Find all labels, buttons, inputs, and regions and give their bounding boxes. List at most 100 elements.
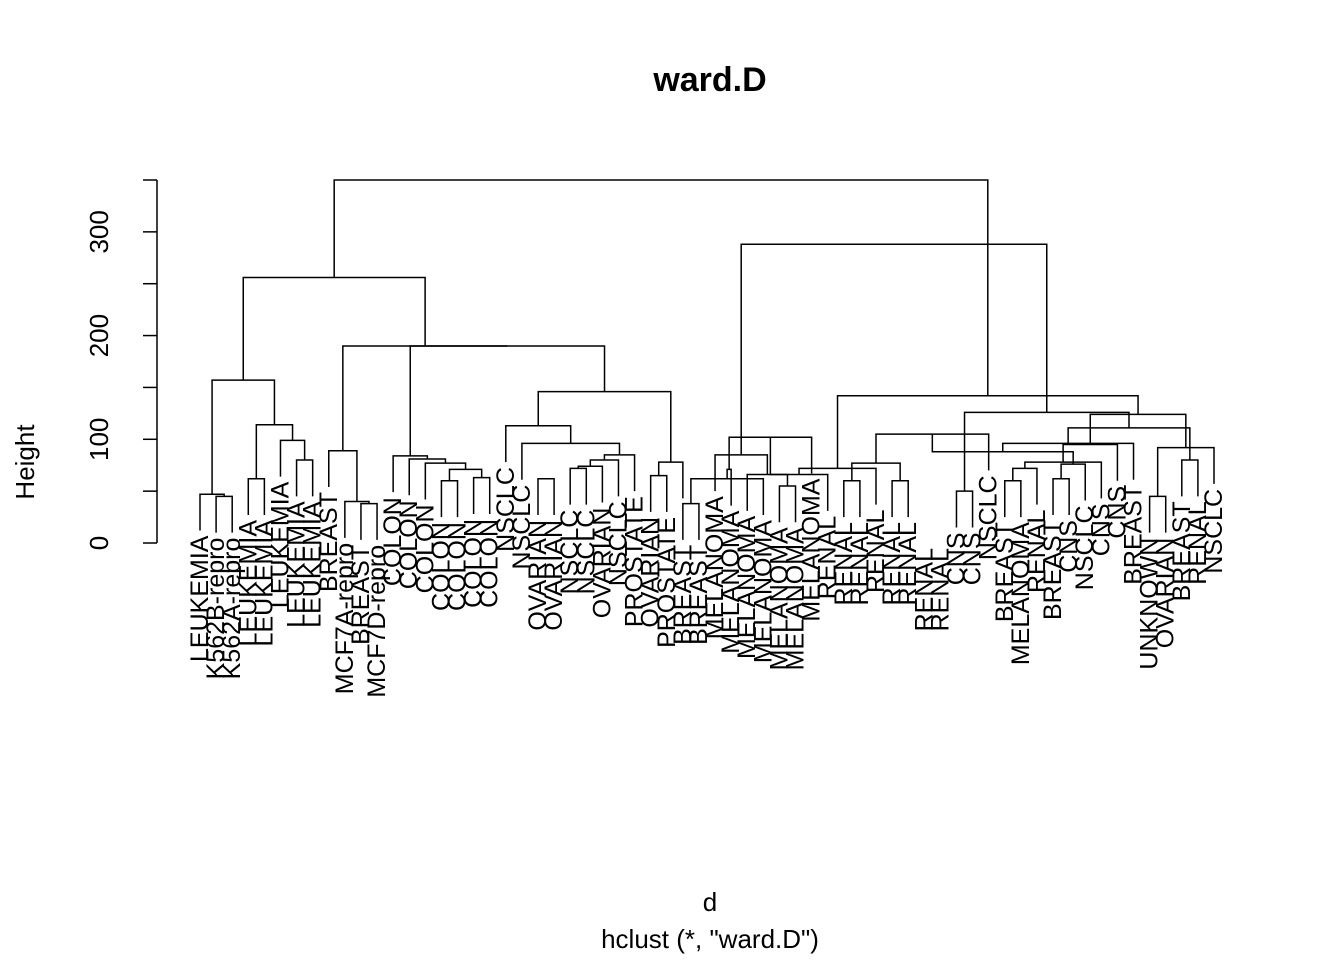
merge-link	[1004, 480, 1022, 518]
leaf-label: OVARIAN	[524, 520, 552, 631]
y-tick-label: 100	[84, 418, 114, 461]
leaf-label: COLON	[460, 519, 488, 608]
leaf-label: PROSTATE	[621, 496, 649, 627]
leaf-label: K562A-repro	[218, 538, 246, 680]
merge-link	[1060, 463, 1086, 501]
y-tick-label: 0	[84, 536, 114, 550]
x-axis-label: d	[703, 887, 717, 917]
leaf-label: NSCLC	[975, 475, 1003, 560]
leaf-label: RENAL	[894, 522, 922, 605]
merge-link	[409, 345, 606, 456]
leaf-label: RENAL	[1023, 510, 1051, 593]
leaf-label: RENAL	[1184, 501, 1212, 584]
merge-link	[215, 495, 233, 533]
leaf-label: MELANOMA	[733, 516, 761, 659]
merge-link	[279, 439, 306, 477]
leaf-label: MELANOMA	[765, 527, 793, 670]
merge-link	[728, 436, 813, 474]
leaf-label: OVARIAN	[588, 508, 616, 619]
leaf-label: BREAST	[347, 545, 375, 645]
merge-link	[798, 467, 877, 505]
leaf-label: MELANOMA	[798, 478, 826, 621]
merge-link	[1156, 446, 1215, 497]
leaf-label: OVARIAN	[540, 520, 568, 631]
merge-link	[1148, 495, 1167, 533]
leaf-label: CNS	[942, 532, 970, 585]
method-sublabel: hclust (*, "ward.D")	[601, 924, 819, 954]
merge-link	[714, 454, 769, 492]
leaf-label: MELANOMA	[782, 527, 810, 670]
merge-link	[448, 468, 483, 481]
merge-link	[569, 467, 588, 505]
merge-link	[682, 502, 700, 540]
leaf-label: COLON	[476, 519, 504, 608]
leaf-label: K562B-repro	[202, 538, 230, 680]
merge-link	[726, 468, 732, 506]
leaf-label: CNS	[1087, 503, 1115, 556]
merge-link	[1024, 461, 1103, 499]
merge-link	[955, 490, 974, 528]
chart-title: ward.D	[652, 61, 766, 99]
merge-link	[537, 477, 555, 515]
merge-link	[843, 480, 861, 518]
merge-link	[295, 459, 314, 497]
merge-link	[199, 493, 225, 531]
leaf-label: LEUKEMIA	[283, 501, 311, 628]
leaf-label: MELANOMA	[749, 520, 777, 663]
leaf-label: BREAST	[1039, 520, 1067, 620]
leaf-label: CNS	[1055, 520, 1083, 573]
leaf-label: NSCLC	[572, 510, 600, 595]
y-tick-label: 300	[84, 210, 114, 253]
merge-link	[891, 480, 909, 518]
merge-link	[1181, 459, 1199, 497]
merge-link	[342, 345, 508, 451]
merge-link	[1089, 413, 1187, 448]
leaf-label: OVARIAN	[637, 517, 665, 628]
merge-link	[836, 394, 1139, 469]
merge-link	[344, 500, 370, 538]
leaf-label: RENAL	[846, 522, 874, 605]
leaf-label: COLON	[395, 500, 423, 589]
leaf-label: BREAST	[315, 492, 343, 592]
leaf-label: NSCLC	[556, 510, 584, 595]
merge-link	[769, 437, 829, 511]
merge-link	[505, 425, 572, 463]
merge-link	[1012, 467, 1038, 505]
merge-link	[440, 480, 459, 518]
merge-link	[589, 459, 620, 497]
merge-link	[577, 465, 604, 503]
leaf-label: MELANOMA	[1007, 522, 1035, 665]
leaf-label: PROSTATE	[653, 517, 681, 648]
leaf-label: BREAST	[669, 545, 697, 645]
leaf-labels: LEUKEMIAK562B-reproK562A-reproLEUKEMIALE…	[186, 467, 1228, 698]
leaf-label: NSCLC	[1200, 489, 1228, 574]
leaf-label: MELANOMA	[717, 510, 745, 653]
leaf-label: RENAL	[878, 522, 906, 605]
leaf-label: COLON	[427, 522, 455, 611]
merge-link	[1052, 477, 1070, 515]
leaf-label: UNKNOWN	[1136, 538, 1164, 670]
leaf-label: MCF7A-repro	[331, 543, 359, 694]
merge-link	[603, 454, 636, 492]
leaf-label: COLON	[411, 504, 439, 593]
merge-link	[657, 461, 684, 499]
y-axis-label: Height	[10, 424, 40, 500]
leaf-label: CNS	[1103, 486, 1131, 539]
leaf-label: COLON	[379, 497, 407, 586]
leaf-label: LEUKEMIA	[234, 520, 262, 647]
merge-link	[537, 390, 672, 463]
y-axis: 0 100 200 300	[84, 179, 158, 550]
merge-link	[242, 276, 426, 381]
merge-link	[360, 502, 378, 540]
leaf-label: MELANOMA	[701, 496, 729, 639]
leaf-label: NSCLC	[508, 485, 536, 570]
leaf-label: BREAST	[1168, 501, 1196, 601]
merge-link	[740, 243, 1048, 455]
leaf-label: RENAL	[814, 516, 842, 599]
leaf-label: CNS	[959, 532, 987, 585]
leaf-label: NSCLC	[1071, 505, 1099, 590]
leaf-label: LEUKEMIA	[186, 535, 214, 662]
leaf-label: BREAST	[991, 522, 1019, 622]
leaf-label: COLON	[444, 522, 472, 611]
